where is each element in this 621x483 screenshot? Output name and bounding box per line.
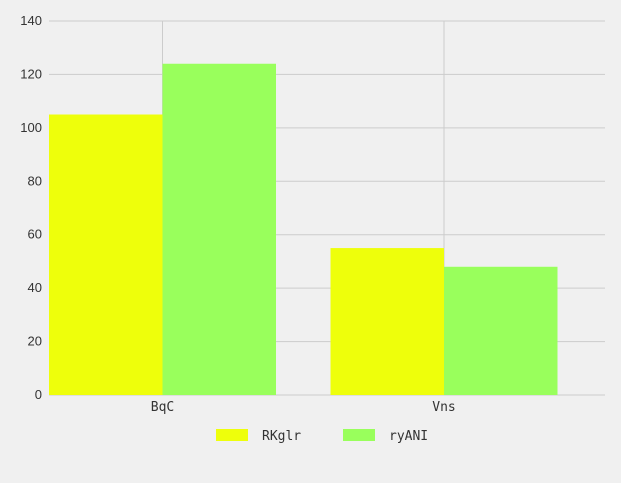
y-tick-label: 40 xyxy=(28,280,42,295)
y-tick-label: 0 xyxy=(35,387,42,402)
legend: RKglr ryANI xyxy=(216,429,428,444)
bar-ryANI-Vns xyxy=(444,266,558,395)
bar-RKglr-Vns xyxy=(330,248,444,395)
y-axis-ticks: 0 20 40 60 80 100 120 140 xyxy=(20,13,42,402)
y-tick-label: 120 xyxy=(20,66,42,81)
legend-swatch xyxy=(343,429,375,441)
y-tick-label: 100 xyxy=(20,120,42,135)
y-tick-label: 80 xyxy=(28,173,42,188)
bar-ryANI-BqC xyxy=(162,63,276,395)
x-axis-categories: BqC Vns xyxy=(151,400,456,415)
legend-label: RKglr xyxy=(262,429,301,444)
x-category-label: Vns xyxy=(432,400,455,415)
y-tick-label: 60 xyxy=(28,227,42,242)
bar-RKglr-BqC xyxy=(49,114,163,395)
legend-swatch xyxy=(216,429,248,441)
y-tick-label: 20 xyxy=(28,334,42,349)
x-category-label: BqC xyxy=(151,400,174,415)
legend-label: ryANI xyxy=(389,429,428,444)
y-tick-label: 140 xyxy=(20,13,42,28)
bars xyxy=(49,63,558,395)
